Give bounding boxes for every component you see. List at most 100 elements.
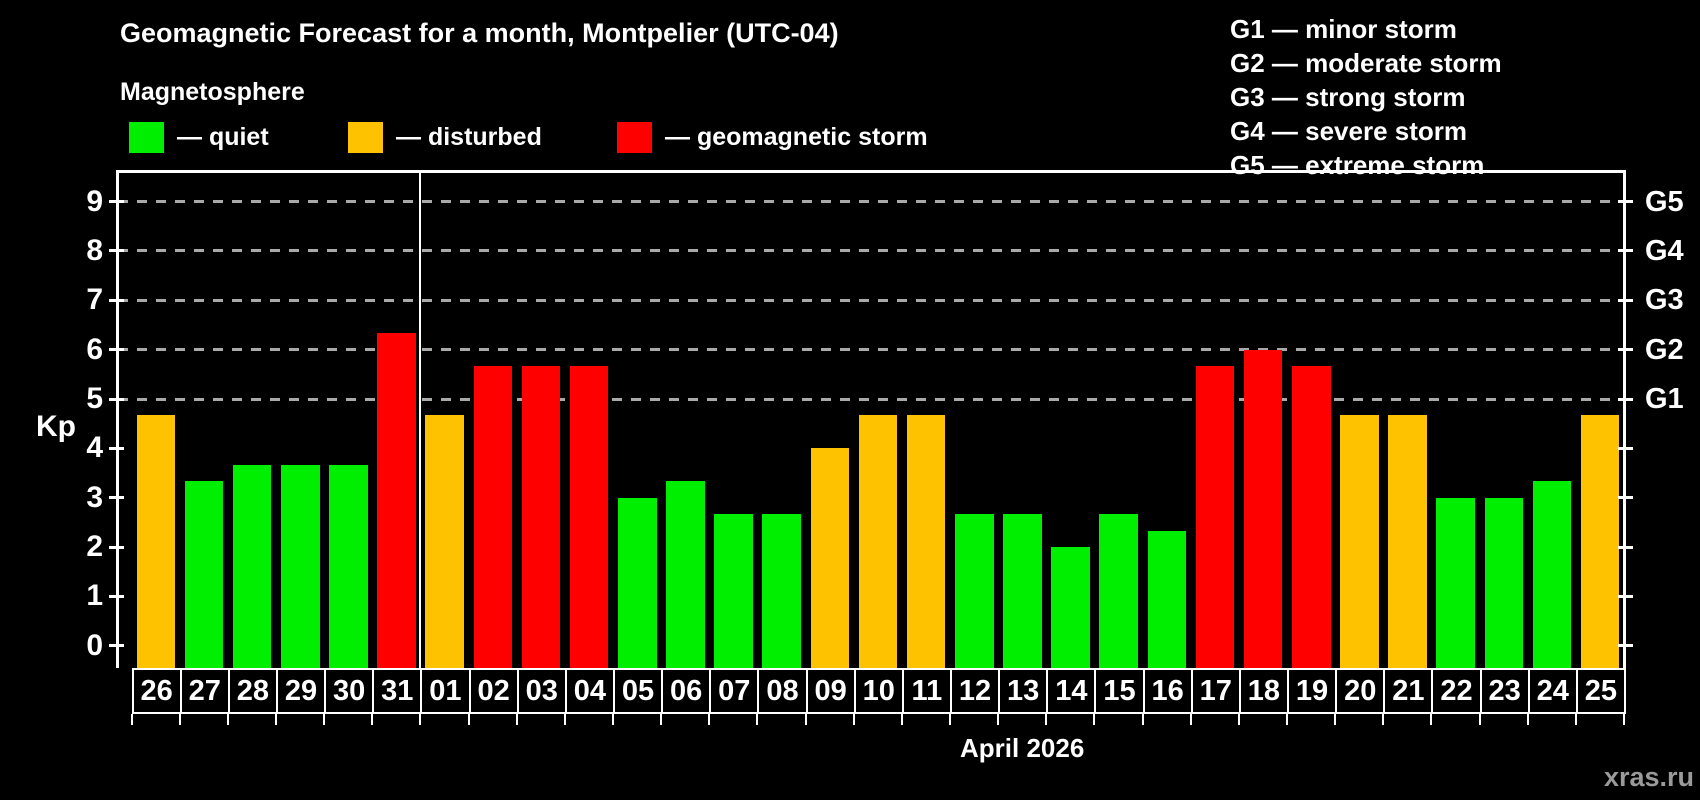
right-axis-label-G3: G3 [1645,284,1684,317]
legend-label-quiet: — quiet [177,122,269,151]
bar-day-07 [714,514,753,668]
bottom-tick [178,714,181,725]
bar-day-23 [1484,497,1524,668]
day-label-17: 17 [1190,668,1241,714]
bottom-tick [852,714,855,725]
day-label-27: 27 [179,668,230,714]
bar-day-04 [569,365,609,668]
bar-day-10 [858,415,898,668]
day-label-24: 24 [1527,668,1578,714]
day-label-07: 07 [709,668,760,714]
bottom-tick [371,714,374,725]
bottom-tick [660,714,663,725]
bar-day-06 [666,481,705,668]
right-axis-label-G4: G4 [1645,234,1684,267]
right-tick-3 [1618,496,1633,500]
bar-day-21 [1388,415,1427,668]
bottom-tick [1285,714,1288,725]
bottom-tick [1334,714,1337,725]
bottom-tick [804,714,807,725]
bottom-tick [1623,714,1625,725]
day-label-13: 13 [998,668,1049,714]
bar-day-05 [617,497,657,668]
bottom-tick [708,714,711,725]
g1-legend-line: G1 — minor storm [1230,14,1457,44]
bottom-tick [1045,714,1048,725]
right-axis-label-G2: G2 [1645,333,1684,366]
day-label-12: 12 [949,668,1001,714]
legend-label-storm: — geomagnetic storm [665,122,928,151]
bottom-tick [1382,714,1385,725]
right-tick-2 [1618,545,1633,549]
bar-day-27 [184,481,224,668]
day-label-30: 30 [324,668,375,714]
y-tick-3 [109,496,124,500]
bottom-tick [226,714,229,725]
day-label-09: 09 [805,668,856,714]
day-label-23: 23 [1479,668,1530,714]
day-label-01: 01 [420,668,471,714]
day-label-19: 19 [1286,668,1338,714]
bottom-tick [1430,714,1433,725]
day-label-14: 14 [1046,668,1097,714]
bar-day-31 [377,333,416,668]
day-label-04: 04 [564,668,615,714]
y-tick-9 [109,200,124,204]
legend-item-quiet: — quiet [129,121,269,153]
right-tick-7 [1618,298,1633,302]
bottom-tick [1141,714,1144,725]
bottom-tick [515,714,518,725]
bar-day-02 [473,365,513,668]
right-tick-6 [1618,348,1633,352]
bar-day-13 [1003,514,1042,668]
bar-day-30 [329,464,368,668]
right-tick-9 [1618,200,1633,204]
bar-day-18 [1243,349,1283,668]
bar-day-26 [136,415,176,668]
plot-border-top [116,170,1626,173]
bar-day-29 [280,464,320,668]
right-axis-label-G5: G5 [1645,185,1684,218]
g-scale-legend: G1 — minor storm G2 — moderate storm G3 … [1230,12,1502,182]
gridline-kp7 [118,298,1624,302]
bottom-tick [563,714,566,725]
right-tick-1 [1618,594,1633,598]
bar-day-03 [521,365,561,668]
quiet-swatch-icon [129,121,164,153]
legend-item-disturbed: — disturbed [348,121,542,153]
day-label-18: 18 [1238,668,1289,714]
bar-day-17 [1195,365,1235,668]
chart-subtitle: Magnetosphere [120,78,305,106]
legend-item-storm: — geomagnetic storm [617,121,928,153]
gridline-kp9 [118,200,1624,204]
legend-label-disturbed: — disturbed [396,122,542,151]
right-tick-5 [1618,397,1633,401]
day-label-20: 20 [1335,668,1386,714]
right-tick-0 [1618,644,1633,648]
bottom-tick [323,714,326,725]
y-tick-label-3: 3 [86,480,103,514]
g3-legend-line: G3 — strong storm [1230,82,1466,112]
bar-day-24 [1532,481,1572,668]
y-tick-label-5: 5 [86,382,103,416]
bar-day-25 [1580,415,1620,668]
y-tick-5 [109,397,124,401]
bottom-tick [1189,714,1192,725]
y-tick-label-1: 1 [86,579,103,613]
day-label-08: 08 [757,668,808,714]
bottom-tick [611,714,614,725]
y-tick-7 [109,298,124,302]
day-label-05: 05 [612,668,664,714]
y-tick-label-8: 8 [86,233,103,267]
day-label-28: 28 [227,668,278,714]
bar-day-09 [810,448,850,668]
day-label-03: 03 [516,668,567,714]
day-label-06: 06 [661,668,712,714]
day-label-22: 22 [1431,668,1482,714]
bottom-tick [274,714,277,725]
day-label-11: 11 [901,668,952,714]
bottom-tick [1526,714,1529,725]
day-label-29: 29 [275,668,327,714]
right-axis-line [1623,172,1626,668]
